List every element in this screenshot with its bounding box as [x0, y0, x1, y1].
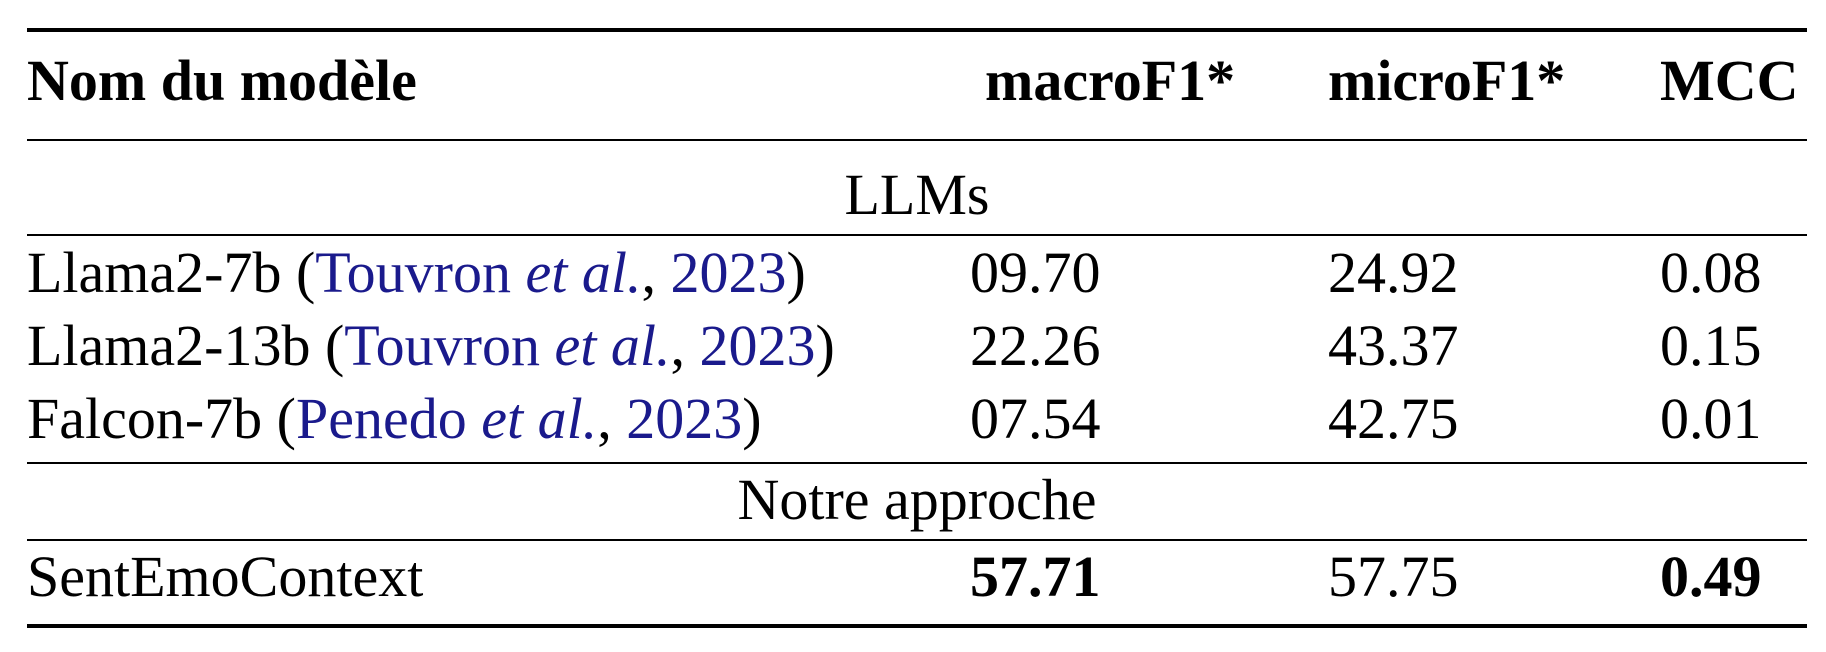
citation-link[interactable]: Penedo et al. [296, 386, 597, 451]
table-cell-macro: 07.54 [970, 386, 1101, 451]
table-cell-micro: 42.75 [1328, 386, 1459, 451]
header-rule [27, 139, 1807, 141]
section-rule-approach-top [27, 462, 1807, 464]
section-rule-approach [27, 539, 1807, 541]
header-micro-f1: microF1* [1328, 48, 1566, 113]
table-cell-micro: 43.37 [1328, 313, 1459, 378]
citation-year[interactable]: 2023 [699, 313, 816, 378]
citation-etal: et al. [525, 240, 642, 305]
header-mcc: MCC [1660, 48, 1799, 113]
table-row-model: Llama2-13b (Touvron et al., 2023) [27, 313, 835, 378]
table-cell-mcc-best: 0.49 [1660, 544, 1762, 609]
citation-link[interactable]: Touvron et al. [344, 313, 670, 378]
table-cell-mcc: 0.01 [1660, 386, 1762, 451]
citation-etal: et al. [554, 313, 671, 378]
citation-etal: et al. [481, 386, 598, 451]
citation-author: Touvron [344, 313, 540, 378]
table-cell-macro: 22.26 [970, 313, 1101, 378]
table-row-model: Llama2-7b (Touvron et al., 2023) [27, 240, 806, 305]
table-cell-macro-best: 57.71 [970, 544, 1101, 609]
model-name: Falcon-7b [27, 386, 263, 451]
section-title-llms: LLMs [844, 162, 990, 227]
top-rule [27, 28, 1807, 32]
citation-author: Penedo [296, 386, 467, 451]
table-cell-micro: 24.92 [1328, 240, 1459, 305]
model-name: Llama2-13b [27, 313, 311, 378]
model-name: Llama2-7b [27, 240, 282, 305]
bottom-rule [27, 624, 1807, 628]
header-model-name: Nom du modèle [27, 48, 417, 113]
table-cell-macro: 09.70 [970, 240, 1101, 305]
section-title-approach: Notre approche [737, 467, 1097, 532]
table-cell-mcc: 0.08 [1660, 240, 1762, 305]
table-row-model: SentEmoContext [27, 544, 424, 609]
citation-year[interactable]: 2023 [670, 240, 787, 305]
table-cell-mcc: 0.15 [1660, 313, 1762, 378]
section-rule-llms [27, 234, 1807, 236]
table-row-model: Falcon-7b (Penedo et al., 2023) [27, 386, 762, 451]
table-cell-micro: 57.75 [1328, 544, 1459, 609]
citation-author: Touvron [315, 240, 511, 305]
citation-year[interactable]: 2023 [626, 386, 743, 451]
header-macro-f1: macroF1* [985, 48, 1236, 113]
citation-link[interactable]: Touvron et al. [315, 240, 641, 305]
